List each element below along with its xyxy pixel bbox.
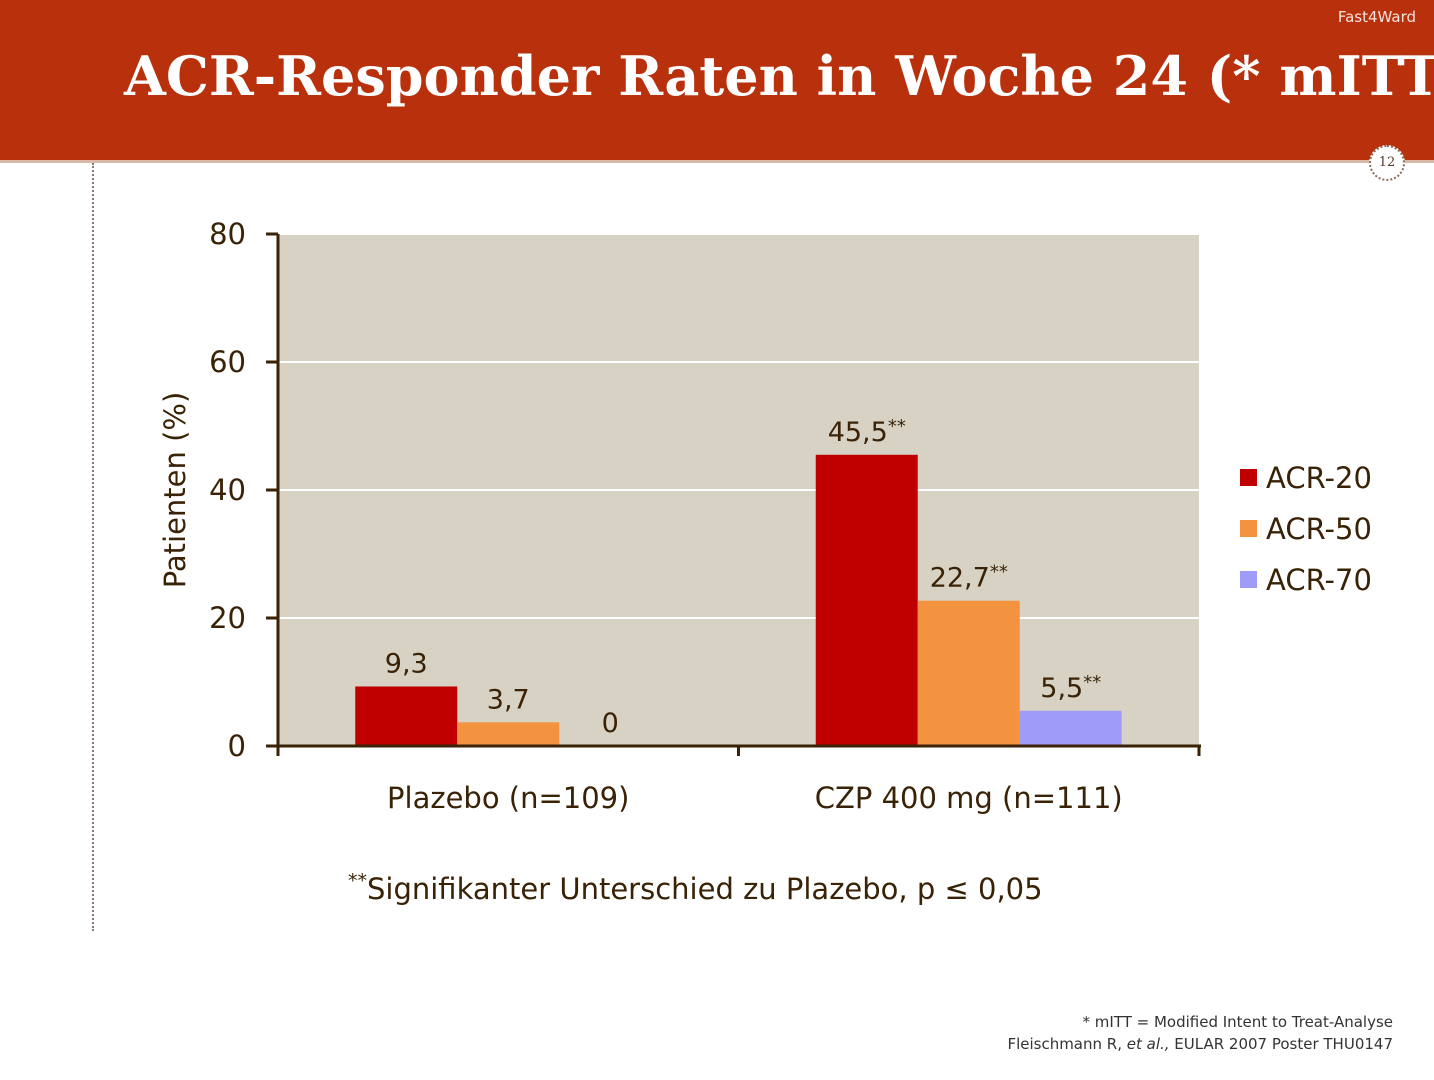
brand-label: Fast4Ward [1337, 8, 1416, 26]
bar [917, 600, 1020, 746]
legend-swatch [1240, 469, 1257, 486]
bar-labels-group: 9,3 3,7 0 45,5** 22,7** 5,5** [385, 416, 1101, 739]
legend-label: ACR-50 [1266, 511, 1372, 546]
x-tick-labels-group: Plazebo (n=109) CZP 400 mg (n=111) [387, 781, 1123, 815]
data-label: 45,5** [828, 416, 906, 448]
chart-legend: ACR-20 ACR-50 ACR-70 [1240, 452, 1372, 605]
page-title: ACR-Responder Raten in Woche 24 (* mITT) [124, 44, 1434, 108]
legend-label: ACR-20 [1266, 460, 1372, 495]
source-etal: et al., [1126, 1035, 1170, 1053]
legend-item: ACR-50 [1240, 503, 1372, 554]
source-line-1: * mITT = Modified Intent to Treat-Analys… [1082, 1013, 1394, 1031]
data-label: 0 [602, 708, 619, 739]
x-tick-label: CZP 400 mg (n=111) [815, 781, 1123, 815]
page-number-badge: 12 [1369, 145, 1405, 181]
source-line-2: Fleischmann R, et al., EULAR 2007 Poster… [1007, 1033, 1393, 1055]
y-axis-label: Patienten (%) [158, 392, 192, 589]
y-tick-label: 20 [209, 601, 246, 635]
data-label: 5,5** [1040, 672, 1101, 704]
bar [457, 722, 560, 746]
data-label: 3,7 [487, 684, 530, 715]
y-tick-label: 80 [209, 217, 246, 251]
side-divider [92, 163, 94, 931]
legend-label: ACR-70 [1266, 562, 1372, 597]
source-notes: * mITT = Modified Intent to Treat-Analys… [1007, 1011, 1393, 1055]
data-label: 22,7** [930, 562, 1008, 594]
significance-footnote: **Signifikanter Unterschied zu Plazebo, … [348, 870, 1043, 907]
source-reference: EULAR 2007 Poster THU0147 [1169, 1035, 1393, 1053]
y-tick-label: 60 [209, 345, 246, 379]
legend-swatch [1240, 571, 1257, 588]
footnote-text: Signifikanter Unterschied zu Plazebo, p … [367, 872, 1043, 906]
header-bar: Fast4Ward ACR-Responder Raten in Woche 2… [0, 0, 1434, 163]
y-tick-labels-group: 0 20 40 60 80 [209, 217, 246, 763]
y-tick-label: 0 [228, 729, 246, 763]
legend-item: ACR-70 [1240, 554, 1372, 605]
footnote-marker: ** [348, 870, 367, 892]
legend-item: ACR-20 [1240, 452, 1372, 503]
legend-swatch [1240, 520, 1257, 537]
grid-lines [278, 233, 1199, 619]
x-tick-label: Plazebo (n=109) [387, 781, 629, 815]
y-tick-label: 40 [209, 473, 246, 507]
bar [815, 454, 918, 746]
data-label: 9,3 [385, 648, 428, 679]
bars-group [355, 454, 1122, 746]
bar [355, 686, 458, 746]
source-author: Fleischmann R, [1007, 1035, 1127, 1053]
axes-group [266, 232, 1201, 756]
bar [1019, 710, 1122, 746]
